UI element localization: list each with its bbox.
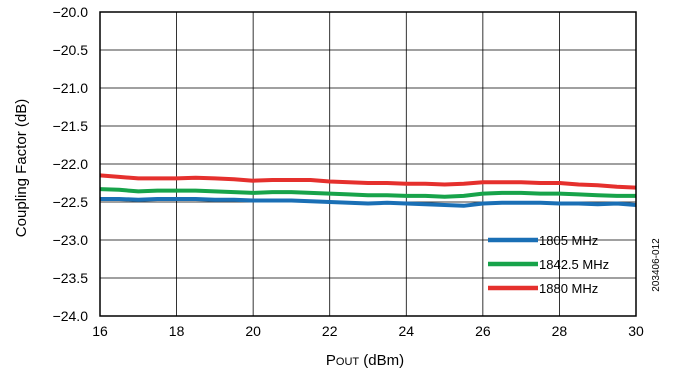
x-tick-label: 24 bbox=[398, 323, 414, 339]
series-layer bbox=[99, 173, 637, 208]
x-axis-label-unit: (dBm) bbox=[359, 352, 404, 369]
y-tick-label: −20.0 bbox=[53, 4, 89, 20]
y-tick-label: −23.5 bbox=[53, 270, 89, 286]
y-tick-label: −24.0 bbox=[53, 308, 89, 324]
x-tick-label: 26 bbox=[475, 323, 491, 339]
x-tick-label: 22 bbox=[322, 323, 338, 339]
x-tick-label: 28 bbox=[552, 323, 568, 339]
x-axis-label-main: P bbox=[326, 352, 336, 369]
y-tick-label: −21.5 bbox=[53, 118, 89, 134]
plot-frame bbox=[99, 11, 637, 317]
series-line-1842-5-mhz bbox=[99, 187, 636, 199]
x-axis-label: POUT (dBm) bbox=[326, 352, 404, 369]
x-tick-label: 30 bbox=[628, 323, 644, 339]
x-tick-label: 20 bbox=[245, 323, 261, 339]
legend: 1805 MHz 1842.5 MHz 1880 MHz bbox=[488, 233, 609, 296]
y-tick-label: −20.5 bbox=[53, 42, 89, 58]
x-tick-label: 16 bbox=[92, 323, 108, 339]
figure-code: 203406-012 bbox=[651, 238, 662, 292]
legend-label: 1805 MHz bbox=[539, 233, 598, 248]
legend-label: 1842.5 MHz bbox=[539, 257, 609, 272]
y-tick-label: −23.0 bbox=[53, 232, 89, 248]
series-line-1805-mhz bbox=[100, 197, 637, 208]
y-tick-label: −21.0 bbox=[53, 80, 89, 96]
grid-lines bbox=[100, 12, 636, 316]
x-tick-label: 18 bbox=[169, 323, 185, 339]
series-line-1880-mhz bbox=[99, 173, 637, 190]
x-axis-label-sub: OUT bbox=[336, 356, 360, 368]
axis-ticks: 16 18 20 22 24 26 28 30 −20.0 −20.5 −21.0 −21.5 −22.… bbox=[53, 4, 644, 339]
y-axis-label: Coupling Factor (dB) bbox=[13, 99, 30, 237]
legend-label: 1880 MHz bbox=[539, 281, 598, 296]
y-tick-label: −22.0 bbox=[53, 156, 89, 172]
y-tick-label: −22.5 bbox=[53, 194, 89, 210]
